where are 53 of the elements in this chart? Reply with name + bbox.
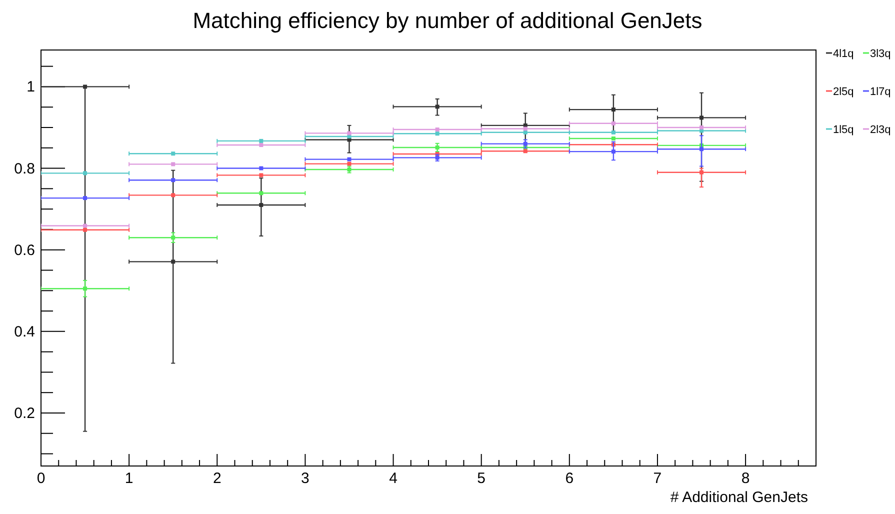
- point: [171, 178, 176, 182]
- legend-label: 1l5q: [833, 124, 854, 136]
- legend-label: 4l1q: [833, 48, 854, 60]
- point: [611, 121, 616, 126]
- y-tick-label: 0.8: [14, 160, 35, 178]
- point: [259, 138, 264, 143]
- point: [523, 130, 528, 134]
- point: [259, 191, 264, 196]
- point: [171, 193, 176, 198]
- point: [700, 170, 704, 174]
- point: [435, 132, 440, 136]
- point: [700, 116, 704, 120]
- point: [83, 224, 88, 228]
- point: [171, 162, 176, 166]
- point: [171, 236, 176, 240]
- x-tick-label: 1: [124, 470, 134, 487]
- point: [611, 108, 616, 112]
- legend-label: 1l7q: [870, 86, 891, 98]
- x-tick-label: 4: [389, 470, 398, 487]
- x-tick-label: 6: [565, 470, 574, 487]
- y-tick-label: 0.2: [14, 404, 35, 422]
- point: [259, 143, 264, 148]
- point: [611, 150, 616, 154]
- legend-label: 3l3q: [870, 48, 891, 60]
- point: [347, 157, 352, 162]
- legend-label: 2l5q: [833, 86, 854, 98]
- point: [83, 228, 88, 232]
- x-axis-title: # Additional GenJets: [670, 489, 808, 506]
- point: [700, 125, 704, 130]
- point: [435, 145, 440, 150]
- chart-title: Matching efficiency by number of additional GenJets: [192, 8, 702, 33]
- x-tick-label: 0: [36, 470, 46, 487]
- x-tick-label: 3: [301, 470, 310, 487]
- point: [435, 104, 440, 109]
- point: [259, 166, 264, 170]
- point: [347, 131, 352, 136]
- point: [435, 128, 440, 132]
- point: [171, 260, 176, 264]
- point: [523, 126, 528, 131]
- y-tick-label: 1: [26, 78, 35, 96]
- point: [83, 171, 88, 176]
- point: [171, 152, 176, 156]
- x-tick-label: 2: [212, 470, 222, 487]
- point: [700, 147, 704, 152]
- y-tick-label: 0.4: [14, 323, 35, 340]
- x-tick-label: 7: [653, 470, 662, 487]
- x-tick-label: 8: [741, 470, 750, 487]
- point: [83, 286, 88, 291]
- x-tick-label: 5: [477, 470, 486, 487]
- legend-label: 2l3q: [870, 124, 891, 136]
- point: [259, 202, 264, 207]
- y-tick-label: 0.6: [14, 242, 35, 259]
- point: [83, 196, 88, 200]
